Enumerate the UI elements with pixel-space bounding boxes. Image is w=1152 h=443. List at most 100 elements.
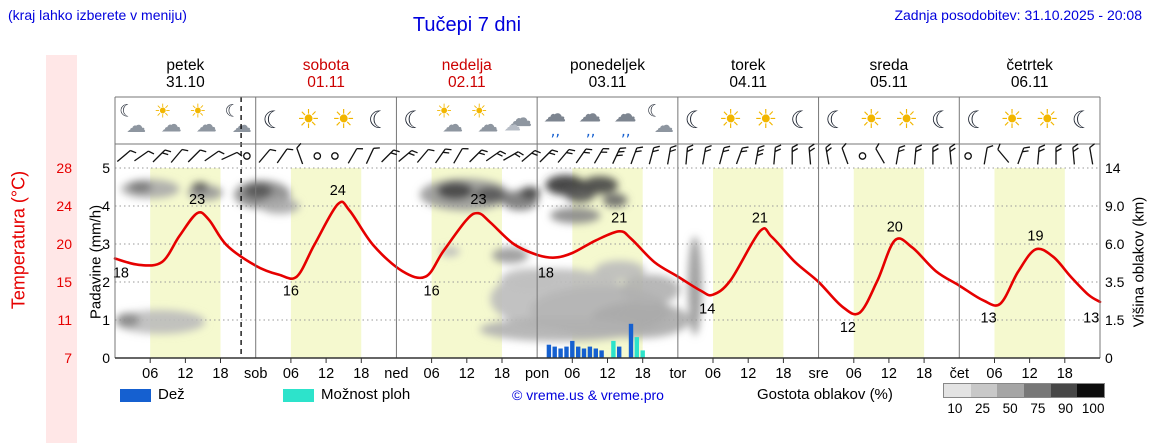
moon-icon: ☾: [790, 106, 812, 134]
rain-drops-icon: ,,: [585, 121, 596, 140]
day-date: 03.11: [588, 74, 627, 91]
x-hour-label: 18: [916, 366, 932, 382]
day-header-nedelja: nedelja 02.11: [396, 57, 537, 91]
density-step-label: 100: [1081, 401, 1105, 416]
x-hour-label: 06: [846, 366, 862, 382]
density-segment-10: [944, 384, 971, 397]
wind-barb-icon: [398, 149, 418, 162]
weather-sun-cloud: ☀ ☁: [466, 98, 502, 142]
moon-icon: ☾: [262, 106, 285, 134]
weather-moon-cloud: ☾☁: [115, 98, 151, 142]
day-name: ponedeljek: [570, 57, 645, 74]
temp-value-label: 12: [840, 320, 856, 336]
cloud-height-tick: 9.0: [1105, 198, 1125, 214]
moon-icon: ☾: [119, 101, 135, 122]
wind-barb-icon: [434, 148, 452, 164]
x-day-label: sob: [244, 366, 267, 382]
wind-barb-icon: [152, 149, 172, 163]
weather-sun-cloud: ☀ ☁: [431, 98, 467, 142]
temperature-tick: 11: [57, 312, 72, 328]
temp-value-label: 23: [470, 192, 486, 208]
wind-barb-icon: [648, 145, 660, 165]
calm-wind-icon: [331, 152, 339, 160]
wind-barb-icon: [808, 143, 815, 165]
wind-barb-icon: [825, 143, 832, 165]
temp-value-labels: 18 23 16 24 16 23 18 21 14 21 12 20 13 19 13: [113, 183, 1099, 336]
day-name: nedelja: [441, 57, 492, 74]
copyright-link[interactable]: © vreme.us & vreme.pro: [512, 387, 664, 403]
weather-cloud: ☁ ☁: [502, 98, 538, 142]
precipitation-tick: 3: [102, 236, 110, 252]
density-step-label: 50: [1002, 401, 1018, 416]
weather-sun: ☀: [853, 98, 889, 142]
temp-value-label: 20: [887, 219, 903, 235]
weather-moon-cloud: ☾☁: [642, 98, 678, 142]
density-step-label: 25: [974, 401, 991, 416]
wind-barb-icon: [612, 147, 627, 164]
temp-value-label: 21: [611, 210, 627, 226]
calm-wind-icon: [243, 152, 251, 160]
weather-sun: ☀: [889, 98, 925, 142]
last-update: Zadnja posodobitev: 31.10.2025 - 20:08: [894, 7, 1142, 23]
cloud-icon: ☁: [477, 112, 499, 137]
wind-barb-icon: [932, 143, 939, 165]
weather-moon: ☾: [396, 98, 432, 142]
x-day-label: sre: [809, 366, 829, 382]
temp-value-label: 16: [283, 284, 299, 300]
x-hour-label: 18: [212, 366, 228, 382]
wind-barb-icon: [503, 151, 524, 161]
day-header-četrtek: četrtek 06.11: [959, 57, 1100, 91]
density-segment-75: [1024, 384, 1051, 397]
density-segment-90: [1050, 384, 1078, 397]
sun-icon: ☀: [296, 105, 321, 135]
shower-legend-label: Možnost ploh: [321, 386, 411, 403]
x-hour-label: 12: [1022, 366, 1038, 382]
cloud-density-steps: 10 25 50 75 90 100: [941, 401, 1107, 416]
cloud-icon: ☁: [578, 101, 602, 128]
page-title: Tučepi 7 dni: [412, 14, 522, 36]
weather-moon: ☾: [783, 98, 819, 142]
precipitation-tick: 2: [102, 274, 110, 290]
wind-barb-icon: [258, 148, 277, 163]
wind-barb-icon: [630, 146, 644, 165]
day-name: četrtek: [1006, 57, 1053, 74]
x-hour-label: 06: [705, 366, 721, 382]
wind-barb-icon: [539, 149, 559, 163]
weather-rain: ☁,,: [607, 98, 643, 142]
sun-icon: ☀: [754, 105, 778, 135]
calm-wind-icon: [964, 152, 972, 160]
sun-icon: ☀: [189, 100, 207, 123]
moon-icon: ☾: [1071, 106, 1094, 134]
x-hour-label: 12: [459, 366, 475, 382]
wind-barb-icon: [1017, 146, 1030, 165]
wind-barb-icon: [735, 146, 749, 165]
wind-barb-icon: [983, 145, 994, 165]
density-step-label: 10: [947, 401, 963, 416]
day-date: 05.11: [870, 74, 908, 91]
day-header-sobota: sobota 01.11: [256, 57, 397, 91]
moon-icon: ☾: [368, 106, 390, 134]
wind-barb-icon: [841, 142, 849, 165]
weather-sun: ☀: [748, 98, 784, 142]
cloud-icon: ☁: [543, 101, 567, 128]
day-name: sobota: [302, 57, 350, 74]
sun-icon: ☀: [470, 100, 488, 123]
weather-sun: ☀: [1029, 98, 1065, 142]
moon-icon: ☾: [224, 101, 240, 122]
rain-legend-swatch: [120, 389, 151, 402]
cloud-blobs: [115, 175, 702, 342]
x-hour-label: 06: [986, 366, 1002, 382]
x-axis: 06 12 18 sob 06 12 18 ned 06 12 18 pon 06 12 18 tor 06 12…: [142, 358, 1073, 382]
menu-hint: (kraj lahko izberete v meniju): [8, 7, 187, 23]
x-day-label: tor: [669, 366, 686, 382]
temp-value-label: 13: [1083, 311, 1099, 327]
temp-value-label: 19: [1027, 228, 1043, 244]
temp-value-label: 18: [538, 266, 554, 282]
cloud-icon: ☁: [160, 112, 182, 137]
temp-value-label: 23: [189, 192, 205, 208]
wind-barb-icon: [221, 151, 243, 161]
x-hour-label: 18: [775, 366, 791, 382]
sun-icon: ☀: [1035, 105, 1059, 135]
x-day-label: čet: [950, 366, 969, 382]
